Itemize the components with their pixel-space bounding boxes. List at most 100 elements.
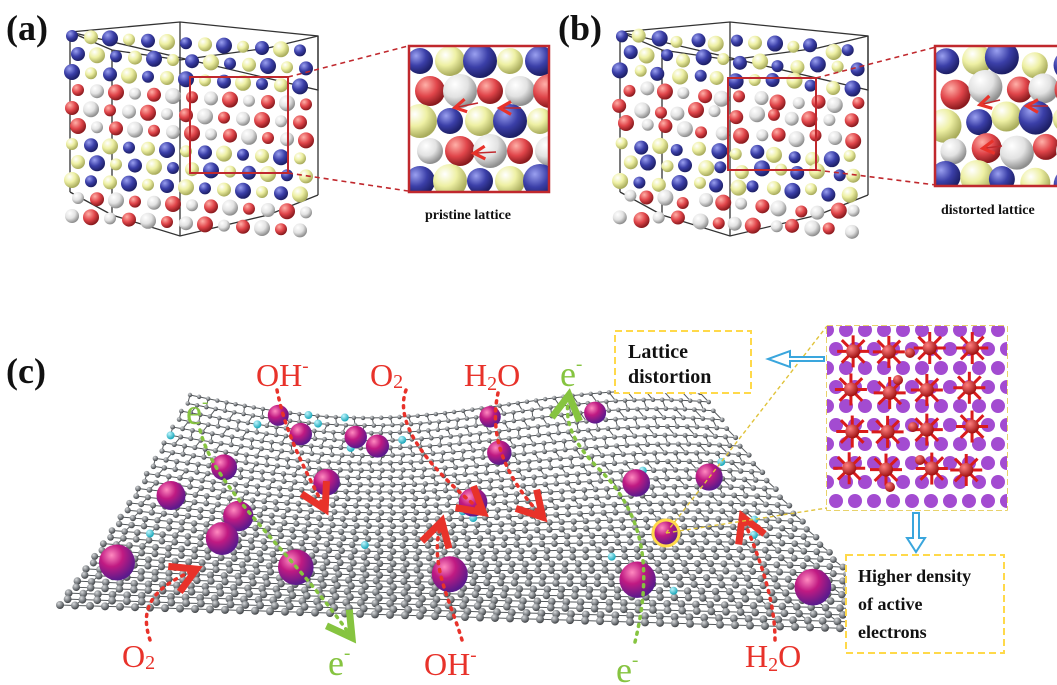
red-atom [197, 216, 213, 233]
white-atom [788, 131, 805, 148]
carbon-atom [591, 598, 599, 607]
red-atom [65, 101, 79, 115]
carbon-atom [196, 513, 204, 521]
carbon-atom [752, 477, 759, 483]
carbon-atom [124, 507, 131, 514]
red-atom [108, 84, 124, 101]
carbon-atom [695, 507, 702, 515]
carbon-atom [387, 516, 394, 523]
carbon-atom [417, 583, 425, 592]
carbon-atom [595, 546, 602, 554]
carbon-atom [163, 457, 169, 463]
carbon-atom [108, 596, 117, 605]
carbon-atom [357, 481, 363, 488]
white-atom [634, 102, 651, 119]
carbon-atom [346, 593, 354, 601]
purple-atom [1000, 380, 1007, 394]
carbon-atom [787, 582, 795, 590]
yellow-atom [102, 138, 118, 155]
carbon-atom [446, 494, 452, 501]
carbon-atom [599, 592, 608, 601]
carbon-atom [607, 546, 615, 553]
carbon-atom [742, 492, 749, 499]
carbon-atom [633, 459, 639, 465]
white-atom [91, 121, 103, 134]
carbon-atom [826, 563, 834, 571]
red-atom [204, 199, 218, 214]
path-electron-right [567, 402, 646, 644]
carbon-atom [470, 455, 476, 461]
carbon-atom [539, 533, 546, 541]
path-h2o-top [493, 391, 538, 512]
carbon-atom [570, 495, 577, 502]
metal-nanoparticle [313, 468, 340, 496]
carbon-atom [190, 526, 198, 534]
carbon-atom [613, 416, 618, 422]
carbon-atom [685, 613, 694, 622]
blue-atom [611, 62, 628, 79]
white-atom [140, 212, 156, 229]
carbon-atom [649, 606, 657, 614]
dopant-atom [304, 411, 313, 420]
carbon-atom [720, 560, 728, 568]
carbon-atom [773, 561, 781, 569]
purple-atom [915, 326, 929, 337]
carbon-atom [563, 540, 571, 547]
blue-atom [615, 30, 628, 43]
white-atom [699, 192, 714, 207]
carbon-atom [546, 431, 552, 437]
carbon-atom [591, 436, 597, 442]
red-atom [769, 94, 786, 111]
carbon-atom [695, 567, 703, 575]
carbon-atom [588, 532, 596, 539]
carbon-atom [539, 573, 547, 581]
carbon-atom [419, 436, 424, 442]
carbon-atom [313, 527, 320, 535]
white-atom [692, 213, 709, 230]
carbon-atom [688, 531, 695, 538]
carbon-atom [556, 553, 563, 561]
carbon-atom [803, 616, 812, 625]
carbon-atom [467, 432, 473, 437]
blue-atom [146, 50, 162, 67]
purple-atom [972, 437, 986, 451]
carbon-atom [714, 450, 721, 457]
carbon-atom [455, 479, 461, 486]
carbon-atom [360, 415, 366, 421]
purple-atom [943, 456, 957, 470]
carbon-atom [108, 527, 116, 534]
carbon-atom [360, 553, 368, 561]
carbon-atom [139, 543, 146, 550]
carbon-atom [641, 450, 647, 456]
carbon-atom [579, 579, 588, 587]
red-atom [658, 119, 673, 134]
metal-nanoparticle [289, 422, 313, 446]
red-atom [1054, 80, 1057, 99]
carbon-atom [363, 559, 371, 567]
yellow-atom [274, 78, 288, 93]
dopant-atom [607, 552, 616, 561]
carbon-atom [284, 456, 290, 462]
carbon-atom [613, 586, 622, 594]
carbon-atom [319, 508, 326, 515]
carbon-atom [176, 417, 182, 422]
carbon-atom [339, 452, 345, 458]
carbon-atom [690, 580, 698, 588]
carbon-atom [660, 552, 668, 560]
carbon-atom [425, 554, 433, 562]
carbon-atom [731, 621, 739, 630]
red-atom [612, 98, 627, 113]
dopant-atom [253, 420, 262, 429]
carbon-atom [387, 445, 393, 451]
label-o2-bottom: O2 [122, 638, 155, 674]
carbon-atom [670, 612, 679, 621]
carbon-atom [655, 441, 661, 447]
carbon-atom [596, 617, 604, 626]
carbon-atom [146, 486, 153, 493]
yellow-atom [1020, 167, 1051, 186]
carbon-atom [809, 610, 818, 618]
carbon-atom [494, 566, 502, 574]
carbon-atom [99, 540, 107, 548]
carbon-atom [663, 599, 671, 608]
